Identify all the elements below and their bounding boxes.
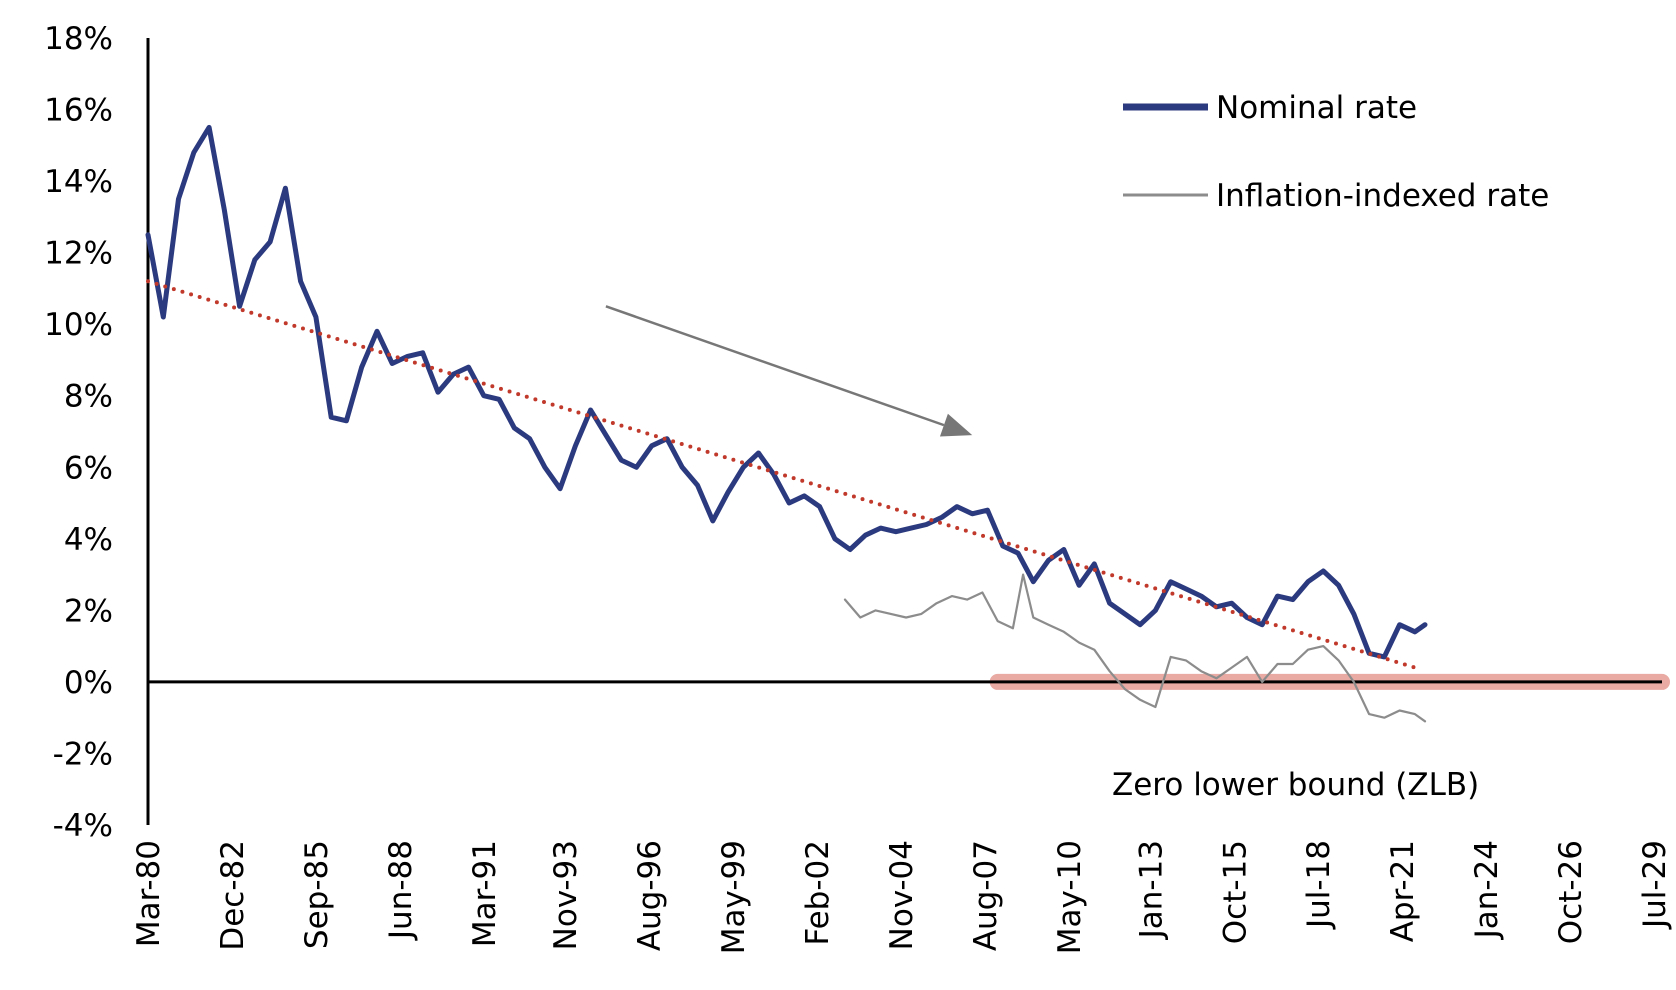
zlb-annotation: Zero lower bound (ZLB) [1112,767,1479,803]
series-layer [145,124,1428,723]
axes [146,38,1662,825]
y-tick-label: 4% [64,522,113,558]
y-tick-label: 16% [44,93,113,129]
x-tick-labels: Mar-80 Dec-82 Sep-85 Jun-88 Mar-91 Nov-93 Aug-… [131,840,1673,954]
x-tick-label: Dec-82 [215,840,251,951]
x-tick-label: Feb-02 [800,840,836,946]
x-tick-label: Jun-88 [383,840,419,941]
x-tick-label: May-10 [1052,840,1088,954]
x-tick-label: Jul-29 [1637,840,1673,930]
x-tick-label: Mar-91 [467,840,503,947]
trendline [146,279,1417,670]
x-tick-label: Jan-24 [1469,840,1505,940]
y-tick-label: -2% [53,736,113,772]
x-tick-label: Aug-07 [968,840,1004,951]
y-tick-label: -4% [53,808,113,844]
series-line-inflation-indexed-rate [843,573,1427,723]
x-tick-label: Oct-15 [1217,840,1253,944]
y-tick-label: 10% [44,307,113,343]
y-tick-label: 0% [64,665,113,701]
legend-label-nominal-rate: Nominal rate [1216,90,1417,126]
x-tick-label: Apr-21 [1385,840,1421,942]
trendline-layer [146,279,1417,670]
arrow-head [939,413,973,437]
x-tick-label: Nov-04 [884,840,920,950]
y-tick-label: 12% [44,236,113,272]
y-tick-label: 8% [64,379,113,415]
x-tick-label: Jan-13 [1133,840,1169,940]
x-tick-label: Mar-80 [131,840,167,947]
x-tick-label: Nov-93 [548,840,584,950]
x-tick-label: Aug-96 [632,840,668,951]
x-tick-label: Oct-26 [1553,840,1589,944]
legend-label-inflation-indexed-rate: Inflation-indexed rate [1216,178,1549,214]
y-tick-label: 6% [64,450,113,486]
arrow-shaft [605,305,945,427]
y-tick-label: 2% [64,593,113,629]
y-tick-label: 14% [44,164,113,200]
x-tick-label: Sep-85 [299,840,335,949]
arrow-layer [605,305,973,437]
x-tick-label: May-99 [716,840,752,954]
legend: Nominal rate Inflation-indexed rate [1123,90,1549,214]
y-tick-labels: 18% 16% 14% 12% 10% 8% 6% 4% 2% 0% -2% -4% [44,21,113,844]
y-tick-label: 18% [44,21,113,57]
x-tick-label: Jul-18 [1301,840,1337,930]
